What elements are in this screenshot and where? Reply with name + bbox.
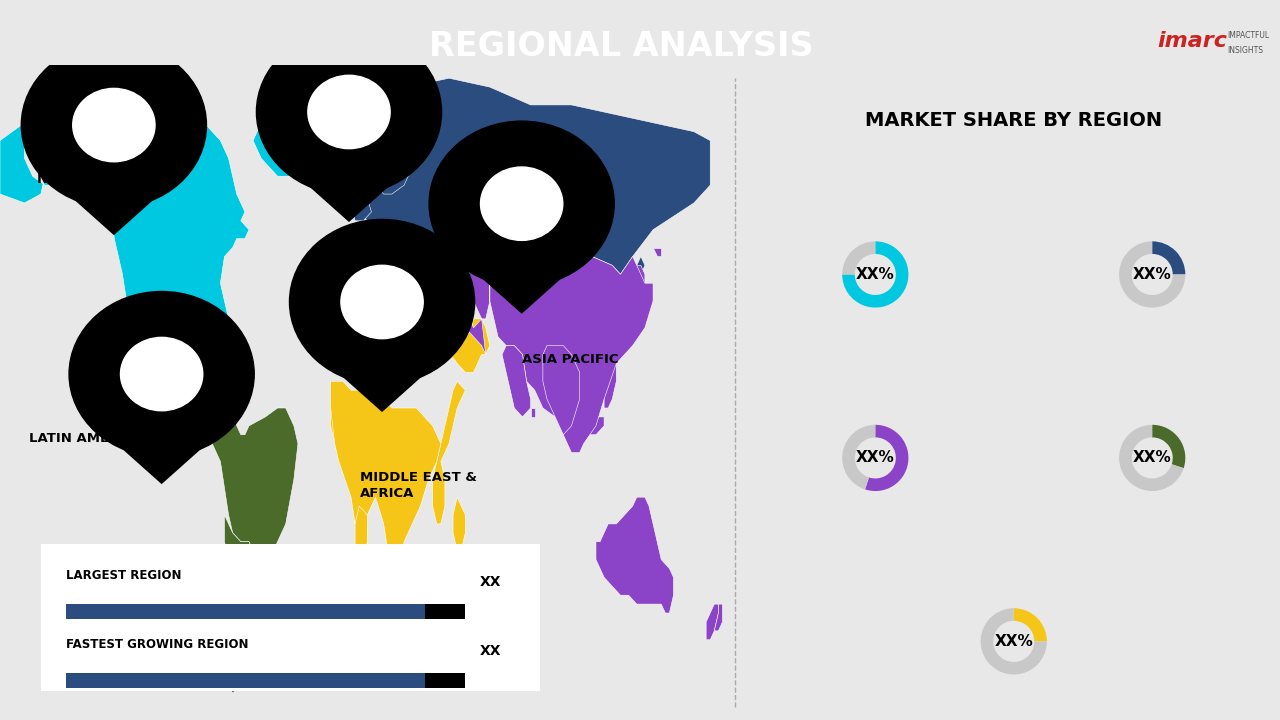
Polygon shape — [224, 515, 269, 693]
FancyBboxPatch shape — [425, 604, 466, 619]
Polygon shape — [596, 497, 673, 613]
FancyBboxPatch shape — [67, 673, 425, 688]
Polygon shape — [375, 122, 425, 194]
Polygon shape — [653, 248, 662, 256]
Circle shape — [120, 338, 202, 410]
Text: XX%: XX% — [856, 451, 895, 465]
Circle shape — [340, 265, 424, 338]
Text: REGIONAL ANALYSIS: REGIONAL ANALYSIS — [429, 30, 813, 63]
Circle shape — [429, 121, 614, 287]
Polygon shape — [330, 382, 408, 622]
Text: EUROPE: EUROPE — [325, 173, 385, 186]
Circle shape — [22, 42, 206, 207]
Polygon shape — [714, 604, 722, 631]
Polygon shape — [543, 346, 580, 435]
Circle shape — [69, 292, 255, 456]
Polygon shape — [632, 256, 645, 301]
Text: XX: XX — [480, 575, 500, 588]
Circle shape — [289, 220, 475, 384]
Polygon shape — [193, 337, 216, 354]
Wedge shape — [1014, 608, 1047, 642]
Text: XX%: XX% — [995, 634, 1033, 649]
Text: XX%: XX% — [1133, 267, 1171, 282]
FancyBboxPatch shape — [36, 542, 545, 693]
Polygon shape — [571, 417, 604, 444]
Polygon shape — [319, 150, 339, 158]
Wedge shape — [865, 425, 909, 491]
Polygon shape — [531, 408, 535, 417]
Polygon shape — [433, 283, 490, 364]
Polygon shape — [433, 382, 466, 524]
Polygon shape — [453, 497, 466, 551]
Text: FASTEST GROWING REGION: FASTEST GROWING REGION — [67, 638, 248, 651]
Polygon shape — [24, 114, 250, 372]
Wedge shape — [1119, 241, 1185, 307]
Polygon shape — [179, 364, 298, 569]
Text: XX: XX — [480, 644, 500, 658]
Text: LATIN AMERICA: LATIN AMERICA — [29, 432, 145, 445]
Wedge shape — [980, 608, 1047, 675]
Circle shape — [308, 76, 390, 148]
Wedge shape — [842, 241, 909, 307]
Polygon shape — [330, 382, 440, 604]
FancyBboxPatch shape — [67, 604, 425, 619]
Polygon shape — [100, 429, 223, 484]
Polygon shape — [460, 258, 584, 314]
Wedge shape — [842, 425, 876, 490]
Polygon shape — [253, 69, 330, 176]
Text: XX%: XX% — [1133, 451, 1171, 465]
Polygon shape — [440, 319, 485, 372]
Polygon shape — [0, 122, 99, 203]
Wedge shape — [842, 241, 876, 274]
Polygon shape — [320, 357, 444, 412]
Text: INSIGHTS: INSIGHTS — [1226, 46, 1263, 55]
Polygon shape — [707, 604, 718, 640]
Polygon shape — [604, 364, 617, 408]
Text: NORTH AMERICA: NORTH AMERICA — [37, 173, 161, 186]
Polygon shape — [351, 185, 371, 221]
Text: ASIA PACIFIC: ASIA PACIFIC — [522, 353, 618, 366]
Text: MIDDLE EAST &
AFRICA: MIDDLE EAST & AFRICA — [360, 471, 477, 500]
Polygon shape — [52, 180, 175, 235]
Circle shape — [73, 89, 155, 162]
Text: MARKET SHARE BY REGION: MARKET SHARE BY REGION — [865, 111, 1162, 130]
Circle shape — [256, 30, 442, 194]
Text: LARGEST REGION: LARGEST REGION — [67, 569, 182, 582]
Polygon shape — [347, 78, 710, 283]
Wedge shape — [1152, 241, 1185, 274]
Text: IMPACTFUL: IMPACTFUL — [1226, 31, 1268, 40]
Polygon shape — [449, 194, 653, 453]
Polygon shape — [502, 346, 531, 417]
Circle shape — [480, 167, 563, 240]
Text: imarc: imarc — [1157, 32, 1228, 51]
Wedge shape — [1119, 425, 1184, 491]
Wedge shape — [1152, 425, 1185, 468]
Text: XX%: XX% — [856, 267, 895, 282]
FancyBboxPatch shape — [425, 673, 466, 688]
Polygon shape — [632, 266, 645, 301]
Polygon shape — [287, 167, 411, 222]
